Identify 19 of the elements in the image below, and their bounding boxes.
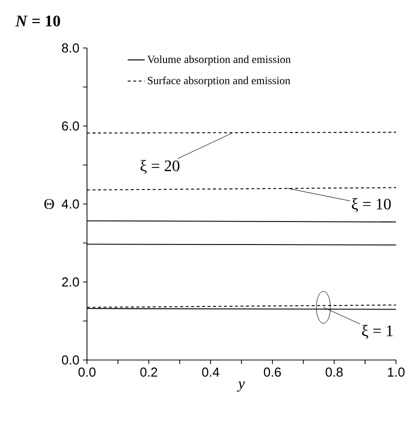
y-axis-title: Θ: [44, 198, 54, 210]
legend-label: Volume absorption and emission: [147, 55, 291, 66]
x-axis-title: y: [236, 382, 245, 392]
x-tick-label: 0.2: [140, 368, 158, 377]
x-tick-label: 1.0: [388, 368, 405, 377]
chart-title: N = 10: [15, 16, 60, 26]
annotation: ξ = 1: [362, 324, 393, 339]
x-tick-label: 0.4: [202, 368, 220, 377]
x-tick-label: 0.6: [264, 368, 281, 377]
y-tick-label: 8.0: [62, 43, 79, 53]
legend-label: Surface absorption and emission: [148, 76, 290, 87]
x-tick-label: 0.8: [326, 368, 343, 377]
y-tick-label: 2.0: [62, 277, 79, 287]
x-tick-label: 0.0: [78, 368, 96, 377]
y-tick-label: 6.0: [62, 121, 79, 131]
annotation: ξ = 10: [352, 198, 391, 212]
y-tick-label: 0.0: [62, 355, 79, 365]
annotation: ξ = 20: [140, 160, 180, 174]
y-tick-label: 4.0: [62, 199, 79, 209]
